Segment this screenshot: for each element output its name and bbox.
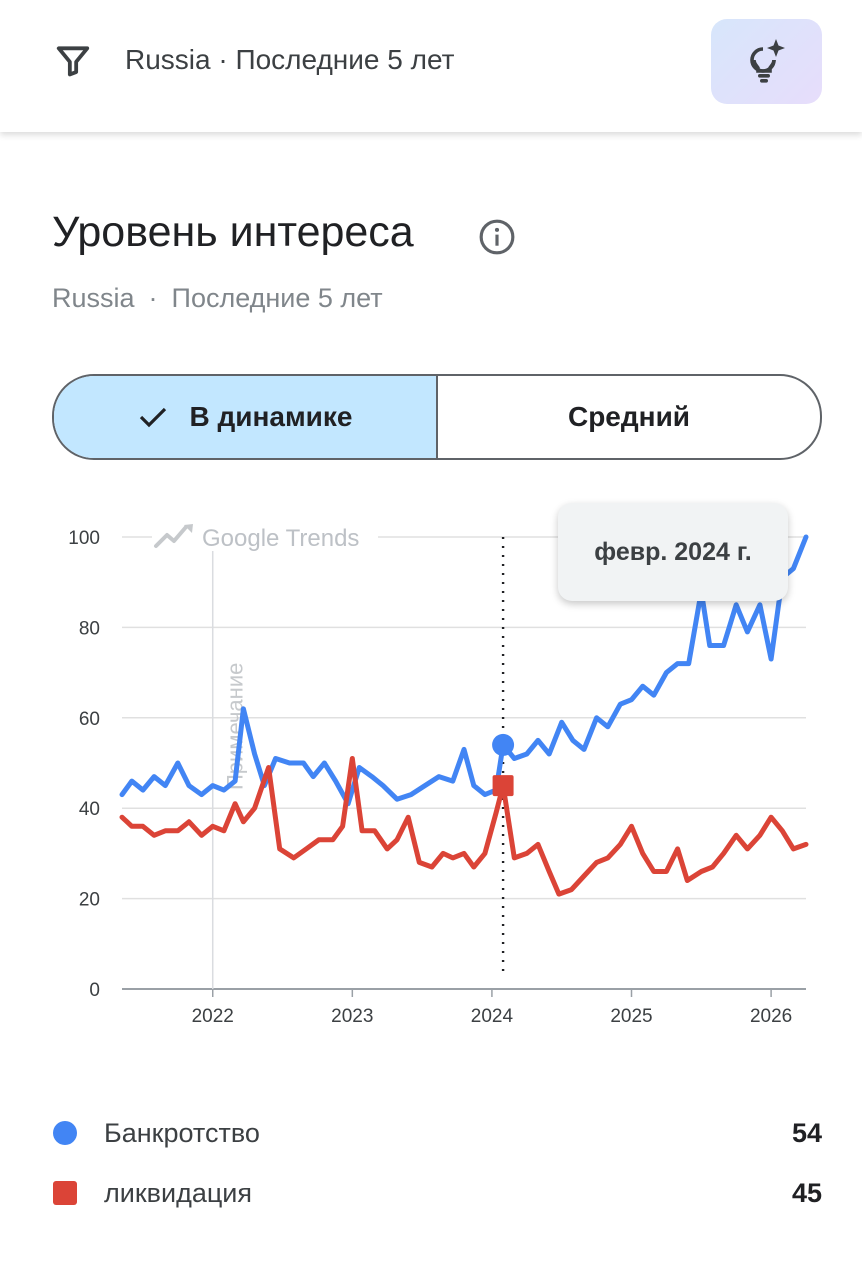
legend-name: Банкротство <box>104 1118 260 1148</box>
toggle-average[interactable]: Средний <box>438 376 820 458</box>
legend-value: 45 <box>791 1178 822 1208</box>
series-line-1 <box>119 756 809 897</box>
watermark-text: Google Trends <box>202 525 359 552</box>
trends-logo-arrow <box>184 524 193 533</box>
filter-icon[interactable] <box>54 42 92 80</box>
toggle-over-time-label: В динамике <box>189 401 353 432</box>
y-tick-label: 0 <box>89 980 100 1001</box>
filter-summary[interactable]: Russia · Последние 5 лет <box>125 44 455 75</box>
info-icon[interactable] <box>478 218 516 256</box>
chart-tooltip: февр. 2024 г. <box>558 503 788 601</box>
y-tick-label: 100 <box>68 528 100 549</box>
legend-value: 54 <box>791 1118 822 1148</box>
series-line-0 <box>119 534 809 807</box>
page-title: Уровень интереса <box>52 208 414 256</box>
x-tick-label: 2022 <box>192 1006 234 1027</box>
check-icon <box>139 407 166 428</box>
y-tick-label: 20 <box>79 890 100 911</box>
y-tick-label: 60 <box>79 709 100 730</box>
subtitle-separator: · <box>148 283 158 313</box>
legend-item-liquidation[interactable]: ликвидация 45 <box>52 1172 822 1216</box>
subtitle-period: Последние 5 лет <box>171 283 383 313</box>
toggle-average-label: Средний <box>567 401 690 432</box>
ai-insights-button[interactable] <box>711 19 822 104</box>
legend-marker-square <box>53 1181 77 1205</box>
view-toggle: В динамике Средний <box>52 374 822 460</box>
legend-marker-circle <box>53 1121 77 1145</box>
x-tick-label: 2023 <box>331 1006 373 1027</box>
x-tick-label: 2026 <box>750 1006 792 1027</box>
y-tick-label: 40 <box>79 799 100 820</box>
toggle-over-time[interactable]: В динамике <box>54 376 438 458</box>
top-bar: Russia · Последние 5 лет <box>0 0 862 132</box>
x-tick-label: 2025 <box>610 1006 652 1027</box>
legend-name: ликвидация <box>104 1178 253 1208</box>
legend-item-bankruptcy[interactable]: Банкротство 54 <box>52 1112 822 1156</box>
subtitle: Russia · Последние 5 лет <box>52 283 383 314</box>
highlight-marker-circle <box>492 733 515 756</box>
subtitle-region: Russia <box>52 283 135 313</box>
x-tick-label: 2024 <box>471 1006 514 1027</box>
trends-logo-icon <box>154 525 188 548</box>
highlight-marker-square <box>492 775 514 797</box>
tooltip-date: февр. 2024 г. <box>594 537 752 566</box>
lightbulb-sparkle-icon <box>750 39 785 83</box>
y-tick-label: 80 <box>79 618 100 639</box>
